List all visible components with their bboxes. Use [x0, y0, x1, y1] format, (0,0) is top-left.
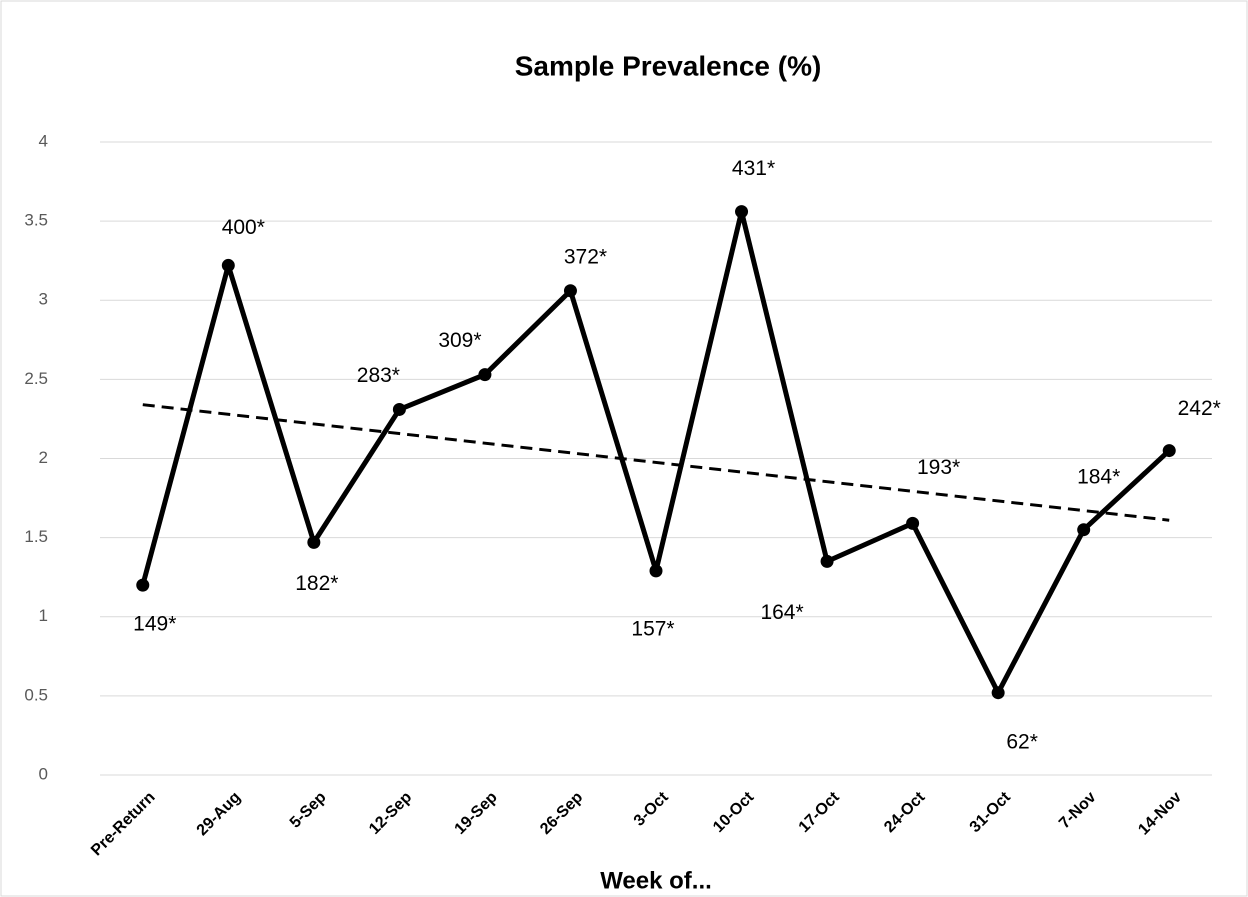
data-point [392, 402, 406, 416]
data-point [906, 516, 920, 530]
y-tick-label: 3.5 [24, 211, 48, 230]
data-point [307, 535, 321, 549]
data-point [563, 284, 577, 298]
trendline [142, 403, 1170, 522]
data-point [649, 564, 663, 578]
point-label: 309* [438, 329, 481, 352]
data-point [820, 554, 834, 568]
y-tick-label: 1 [39, 606, 48, 625]
data-point [136, 578, 150, 592]
point-label: 372* [564, 245, 607, 268]
point-label: 149* [133, 613, 176, 636]
point-label: 400* [222, 216, 265, 239]
point-label: 184* [1077, 465, 1120, 488]
y-tick-label: 4 [39, 131, 48, 150]
data-point [478, 368, 492, 382]
y-tick-label: 0 [39, 764, 48, 783]
data-point [991, 686, 1005, 700]
point-label: 182* [295, 572, 338, 595]
x-axis-title: Week of... [600, 867, 712, 894]
point-label: 193* [917, 456, 960, 479]
y-tick-label: 3 [39, 290, 48, 309]
point-label: 62* [1006, 730, 1038, 753]
chart-title: Sample Prevalence (%) [515, 50, 822, 81]
point-label: 283* [357, 364, 400, 387]
y-tick-label: 2.5 [24, 369, 48, 388]
y-tick-label: 2 [39, 448, 48, 467]
y-tick-label: 1.5 [24, 527, 48, 546]
point-label: 157* [631, 617, 674, 640]
data-point [221, 258, 235, 272]
data-point [1077, 523, 1091, 537]
point-label: 242* [1178, 397, 1221, 420]
data-point [1162, 444, 1176, 458]
point-label: 431* [732, 157, 775, 180]
point-label: 164* [760, 601, 803, 624]
y-tick-label: 0.5 [24, 685, 48, 704]
data-point [735, 205, 749, 219]
